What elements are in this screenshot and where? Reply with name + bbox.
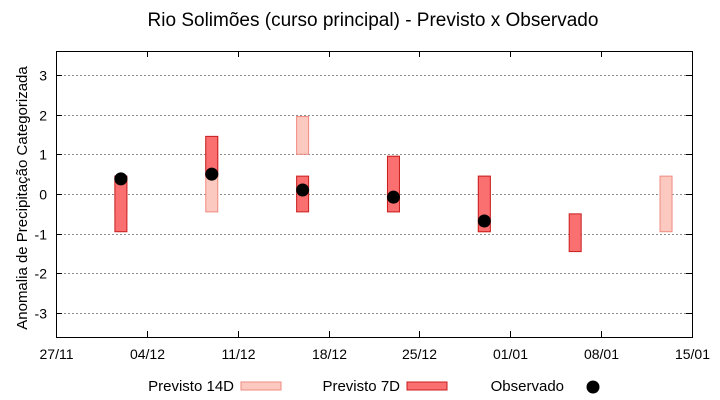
chart-title: Rio Solimões (curso principal) - Previst… [148,10,599,31]
grid-layer [56,75,692,314]
point-observado [386,190,400,204]
legend-observado-swatch [586,380,600,394]
series-observado [114,167,491,228]
point-observado [477,214,491,228]
bar-previsto-14d [659,175,673,233]
x-tick-label: 18/12 [312,346,347,362]
y-tick-label: 2 [39,108,47,124]
point-observado [114,172,128,186]
y-tick-label: -2 [35,266,48,282]
legend-previsto-7d-swatch [406,381,448,391]
point-observado [205,167,219,181]
y-axis-label: Anomalia de Precipitação Categorizada [14,66,31,330]
x-tick-label: 27/11 [40,346,74,362]
legend-previsto-14d-label: Previsto 14D [148,378,234,395]
x-tick-label: 11/12 [222,346,256,362]
point-observado [296,183,310,197]
y-tick-label: -3 [35,306,48,322]
bar-previsto-14d [296,116,310,155]
y-tick-label: -1 [35,227,48,243]
x-tick-label: 08/01 [584,346,619,362]
x-tick-label: 25/12 [402,346,437,362]
x-tick-label: 04/12 [130,346,165,362]
x-tick-label: 01/01 [493,346,528,362]
x-tick-label: 15/01 [675,346,710,362]
y-tick-label: 1 [39,147,47,163]
ticks-layer: 3 2 1 0 -1 -2 -3 27/11 04/12 11/12 18/12 25/12 01/01… [35,51,710,362]
legend-previsto-7d-label: Previsto 7D [322,378,400,395]
legend: Previsto 14D Previsto 7D Observado [148,378,600,395]
legend-previsto-14d-swatch [240,381,282,391]
y-tick-label: 0 [39,187,47,203]
y-tick-label: 3 [39,68,47,84]
legend-observado-label: Observado [491,378,564,395]
bar-previsto-7d [568,213,582,253]
